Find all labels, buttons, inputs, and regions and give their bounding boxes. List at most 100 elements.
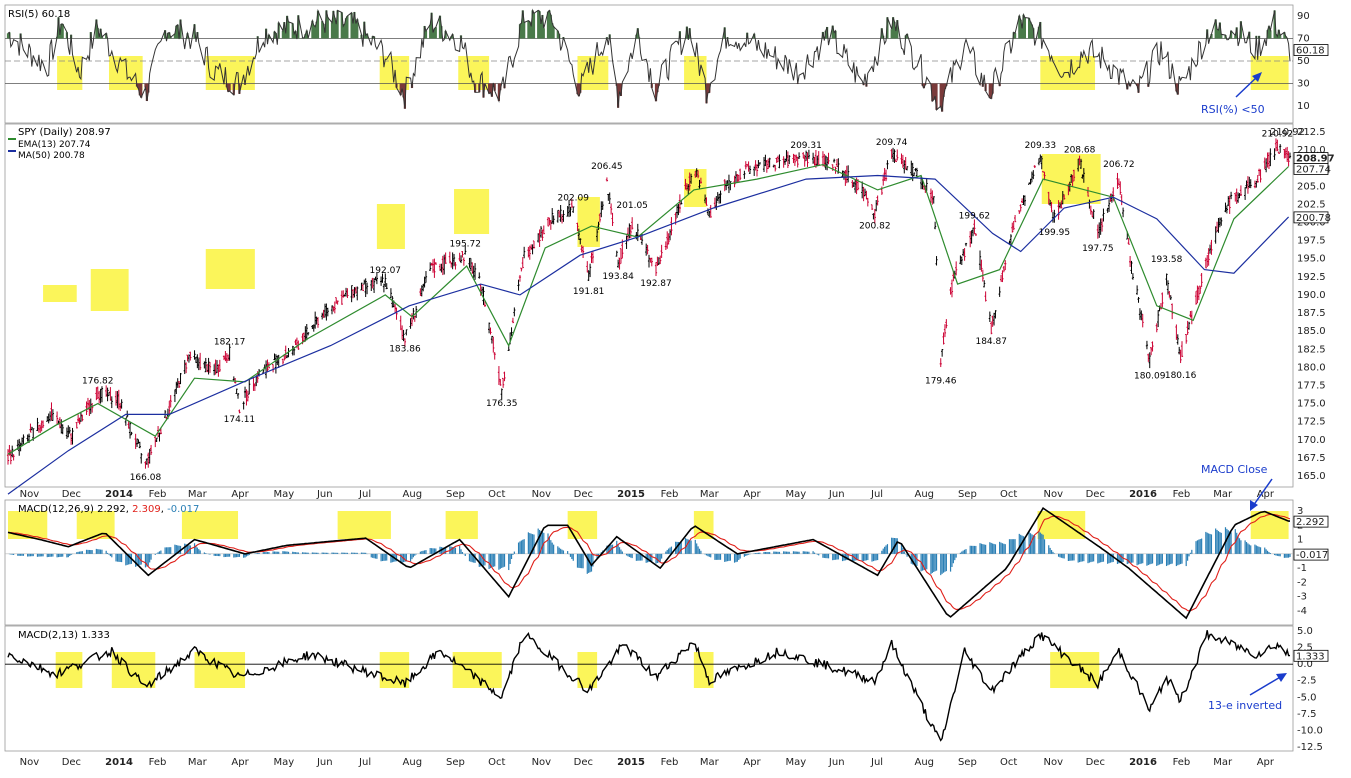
x-axis-label-bottom: Mar	[1213, 757, 1233, 768]
x-axis-label-bottom: Nov	[532, 757, 552, 768]
macd-legend-main: MACD(12,26,9)	[18, 504, 94, 515]
macd-axis-tick: -3	[1297, 592, 1307, 603]
x-axis-label-bottom: 2016	[1129, 757, 1157, 768]
axis-ticks: 9070503010212.5210.0207.5205.0202.5200.0…	[20, 11, 1335, 768]
x-axis-label: Jun	[316, 489, 333, 500]
macd2-arrow	[1249, 675, 1283, 696]
price-point-label: 179.46	[925, 376, 957, 386]
price-axis-tick: 195.0	[1297, 254, 1326, 265]
macd2-last-tag-box	[1293, 649, 1329, 662]
price-point-label: 208.68	[1064, 146, 1096, 156]
macd2-axis-tick: 5.0	[1297, 626, 1313, 637]
x-axis-label: Feb	[149, 489, 167, 500]
x-axis-label: Sep	[958, 489, 977, 500]
price-point-label: 192.07	[370, 266, 402, 276]
macd-highlight-zone	[567, 511, 598, 539]
x-axis-label-bottom: Mar	[700, 757, 720, 768]
macd-axis-tick: 3	[1297, 506, 1303, 517]
rsi-arrow-head	[1252, 72, 1262, 82]
x-axis-label: Nov	[1044, 489, 1064, 500]
macd2-axis-tick: -10.0	[1297, 725, 1323, 736]
x-axis-label-bottom: May	[273, 757, 294, 768]
price-axis-tick: 185.0	[1297, 326, 1326, 337]
price-high-label: 210.92	[1270, 127, 1305, 138]
x-axis-label-bottom: Feb	[149, 757, 167, 768]
macd-hist-last-tag-box	[1293, 548, 1329, 561]
price-highlight-zone	[376, 204, 405, 249]
price-point-label: 195.72	[450, 240, 482, 250]
macd2-highlight-zone	[452, 652, 502, 688]
macd-highlight-zone	[76, 511, 115, 539]
price-point-label: 210.92	[1262, 129, 1294, 139]
x-axis-label: Apr	[231, 489, 249, 500]
x-axis-label: Mar	[1213, 489, 1233, 500]
ma50-line	[7, 174, 1290, 495]
price-point-label: 191.81	[573, 287, 605, 297]
rsi-arrow	[1235, 75, 1259, 98]
macd-arrow	[1252, 478, 1273, 507]
x-axis-label: Dec	[1086, 489, 1105, 500]
macd2-panel	[4, 625, 1294, 752]
x-axis-label-bottom: Apr	[231, 757, 249, 768]
x-axis-label: Jul	[358, 489, 371, 500]
x-axis-label-bottom: Feb	[661, 757, 679, 768]
macd2-highlight-zone	[111, 652, 156, 688]
ema-legend: EMA(13) 207.74	[18, 140, 91, 150]
x-axis-label-bottom: Apr	[1257, 757, 1275, 768]
price-point-label: 199.95	[1039, 228, 1071, 238]
price-highlight-zone	[454, 189, 490, 234]
macd2-axis-tick: 2.5	[1297, 643, 1313, 654]
x-axis-label: Mar	[700, 489, 720, 500]
x-axis-label: Nov	[20, 489, 40, 500]
price-axis-tick: 170.0	[1297, 435, 1326, 446]
macd-hist-last-tag: -0.017	[1296, 550, 1328, 561]
x-axis-label-bottom: Dec	[574, 757, 593, 768]
price-axis-tick: 202.5	[1297, 199, 1326, 210]
macd2-arrow-head	[1276, 673, 1287, 682]
ma-last-tag-box	[1293, 211, 1329, 224]
price-point-labels: 176.82 166.08 182.17 174.11 192.07 183.86 195.…	[82, 129, 1293, 483]
macd-highlight-zone	[445, 511, 478, 539]
price-point-label: 209.74	[876, 138, 908, 148]
x-axis-label-bottom: 2015	[617, 757, 645, 768]
price-point-label: 182.17	[214, 338, 246, 348]
rsi-series	[6, 8, 1291, 112]
price-point-label: 202.09	[558, 193, 590, 203]
ema-last-tag-box	[1293, 163, 1329, 175]
x-axis-label: 2014	[105, 489, 133, 500]
x-axis-label-bottom: May	[785, 757, 806, 768]
x-axis-label: Oct	[1000, 489, 1017, 500]
price-axis-tick: 192.5	[1297, 272, 1326, 283]
price-point-label: 201.05	[616, 201, 648, 211]
rsi-last-tag-box	[1293, 44, 1329, 56]
macd2-axis-tick: -12.5	[1297, 742, 1323, 753]
rsi-legend: RSI(5) 60.18	[8, 9, 70, 20]
x-axis-label: Aug	[914, 489, 934, 500]
price-point-label: 183.86	[389, 344, 421, 354]
x-axis-label: May	[273, 489, 294, 500]
x-axis-label: Oct	[488, 489, 505, 500]
price-axis-tick: 165.0	[1297, 471, 1326, 482]
macd2-axis-tick: 0.0	[1297, 659, 1313, 670]
x-axis-label: Jul	[870, 489, 883, 500]
x-axis-label-bottom: Dec	[1086, 757, 1105, 768]
ma-last-tag: 200.78	[1296, 213, 1331, 224]
macd2-legend: MACD(2,13) 1.333	[18, 630, 110, 641]
price-point-label: 192.87	[640, 279, 672, 289]
x-axis-label-bottom: Sep	[446, 757, 465, 768]
x-axis-label-bottom: Oct	[488, 757, 505, 768]
rsi-highlight-zone	[1040, 56, 1096, 90]
x-axis-label-bottom: Sep	[958, 757, 977, 768]
macd2-axis-tick: -2.5	[1297, 676, 1317, 687]
macd2-highlight-zone	[194, 652, 246, 688]
price-axis-tick: 212.5	[1297, 127, 1326, 138]
macd-annotation: MACD Close	[1201, 463, 1268, 476]
macd2-axis-tick: -5.0	[1297, 692, 1317, 703]
macd2-highlight-zone	[1050, 652, 1100, 688]
price-legend: SPY (Daily) 208.97	[18, 127, 111, 138]
x-axis-label-bottom: Jul	[358, 757, 371, 768]
price-point-label: 209.31	[790, 141, 822, 151]
price-point-label: 193.84	[602, 272, 634, 282]
x-axis-label: May	[785, 489, 806, 500]
macd-line	[7, 506, 1290, 620]
